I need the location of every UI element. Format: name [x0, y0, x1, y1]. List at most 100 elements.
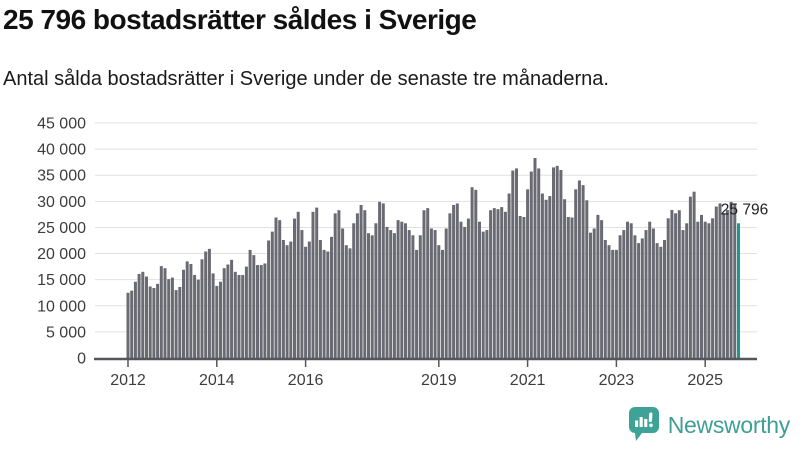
bar: [555, 165, 559, 358]
bar: [274, 217, 278, 358]
bar: [189, 264, 193, 358]
bar: [544, 199, 548, 358]
bar: [182, 269, 185, 358]
bar: [466, 218, 470, 358]
bar: [500, 207, 504, 358]
bar-chart-canvas: 0 5 000 10 000 15 000 20 000 25 000 30 000 35 0…: [37, 116, 768, 390]
bar: [148, 286, 152, 358]
bar: [611, 249, 615, 358]
bar: [222, 268, 226, 358]
bar: [278, 220, 282, 358]
bar: [459, 221, 463, 358]
bar: [659, 246, 663, 358]
bar: [230, 259, 234, 358]
bar-chart: 0 5 000 10 000 15 000 20 000 25 000 30 000 35 0…: [0, 105, 800, 400]
bar: [478, 221, 481, 358]
bar: [326, 251, 330, 358]
bar: [441, 249, 444, 358]
page-title: 25 796 bostadsrätter såldes i Sverige: [3, 4, 477, 35]
bar: [429, 228, 433, 358]
bar: [622, 230, 626, 358]
bar: [700, 214, 703, 358]
bar: [256, 265, 259, 358]
bar: [322, 249, 326, 358]
bar: [681, 230, 685, 358]
bar: [574, 189, 578, 358]
bar: [548, 196, 552, 358]
bar: [385, 226, 389, 358]
x-axis-tick-label: 2025: [687, 372, 723, 389]
bar: [337, 210, 341, 358]
bar: [163, 268, 167, 358]
bar: [474, 189, 478, 358]
bar: [655, 243, 659, 358]
bar: [692, 191, 696, 358]
bar: [648, 221, 652, 358]
highlighted-bar: [737, 223, 740, 358]
bar: [293, 218, 296, 358]
bar: [289, 241, 293, 358]
bar: [533, 157, 537, 358]
bar: [204, 251, 208, 358]
bar: [696, 221, 700, 358]
last-value-annotation: 25 796: [721, 201, 768, 218]
bar: [718, 203, 722, 358]
bar: [285, 245, 289, 358]
bar: [170, 277, 174, 358]
bar: [722, 213, 726, 358]
bar: [518, 215, 522, 358]
bar: [685, 223, 689, 358]
bar: [270, 231, 274, 358]
bar: [600, 220, 604, 358]
bar: [396, 220, 400, 358]
bar: [637, 243, 641, 358]
bar: [145, 276, 148, 358]
y-axis-tick-label: 20 000: [37, 246, 86, 263]
bar: [589, 232, 592, 358]
bar: [378, 201, 382, 358]
x-axis-tick-label: 2023: [599, 372, 635, 389]
bar: [219, 281, 222, 358]
bar: [485, 230, 489, 358]
bar: [237, 274, 241, 358]
bar: [267, 240, 271, 358]
bar: [252, 255, 256, 358]
bar: [670, 209, 674, 358]
bar: [215, 285, 219, 358]
bar: [707, 223, 711, 358]
bar: [688, 196, 692, 358]
bar: [492, 208, 496, 358]
x-axis-tick-label: 2021: [510, 372, 546, 389]
bar: [196, 279, 200, 358]
bar: [633, 235, 637, 358]
bar: [629, 223, 633, 358]
bar: [618, 235, 622, 358]
bar: [318, 239, 322, 358]
bar: [503, 211, 507, 358]
bar: [626, 221, 629, 358]
bar: [167, 279, 171, 358]
bar: [415, 249, 419, 358]
bar: [422, 210, 426, 358]
bar: [174, 290, 178, 358]
bar: [296, 211, 300, 358]
y-axis-tick-label: 35 000: [37, 168, 86, 185]
bar: [367, 233, 370, 358]
bar: [526, 189, 530, 358]
bar: [411, 235, 415, 358]
bar: [585, 200, 589, 358]
bar: [570, 217, 574, 358]
bar: [226, 264, 230, 358]
x-axis-tick-label: 2019: [421, 372, 457, 389]
bar: [381, 203, 385, 358]
bar: [489, 210, 493, 358]
bar: [185, 261, 189, 358]
newsworthy-branding: Newsworthy: [628, 406, 790, 444]
x-axis-tick-label: 2012: [110, 372, 146, 389]
bar: [263, 263, 267, 358]
bar: [426, 208, 430, 358]
bar: [300, 230, 304, 358]
bar: [540, 193, 544, 358]
newsworthy-logo-icon: [628, 407, 659, 441]
bar: [130, 290, 134, 358]
